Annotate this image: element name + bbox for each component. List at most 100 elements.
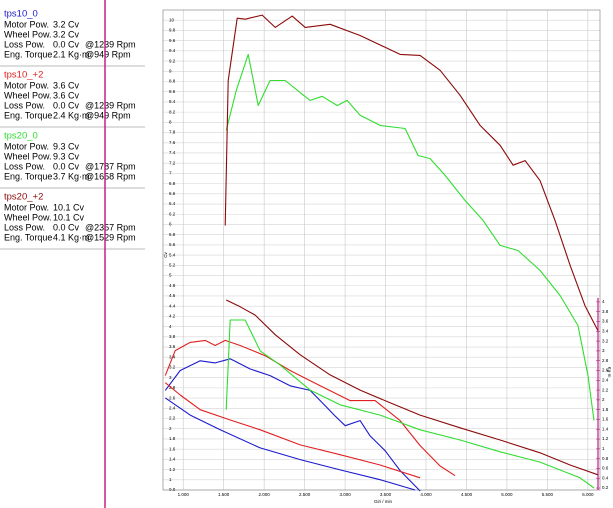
torque-curve [164, 397, 416, 491]
y2-tick-label: 1.4 [602, 426, 609, 431]
stat-value: 3.6 Cv [53, 90, 80, 100]
y2-tick-label: 3 [602, 348, 605, 353]
y-axis-title: Cv [163, 252, 168, 258]
y-tick-label: 9 [169, 68, 172, 73]
stat-label: Motor Pow. [4, 141, 49, 151]
y-tick-label: 5.2 [169, 263, 176, 268]
stat-label: Motor Pow. [4, 202, 49, 212]
y-tick-label: 7.4 [169, 150, 176, 155]
y2-tick-label: 0.4 [602, 475, 609, 480]
y-tick-label: 6 [169, 222, 172, 227]
stat-label: Wheel Pow. [4, 151, 52, 161]
stat-label: Eng. Torque [4, 110, 52, 120]
y-tick-label: 9.6 [169, 38, 176, 43]
y2-tick-label: 1.6 [602, 417, 609, 422]
power-curve [224, 14, 599, 331]
y-tick-label: 9.2 [169, 58, 176, 63]
x-tick-label: 2.500 [299, 492, 311, 497]
power-curve [225, 53, 595, 421]
stat-label: Loss Pow. [4, 161, 45, 171]
y-tick-label: 9.4 [169, 48, 176, 53]
run-name: tps10_0 [4, 9, 38, 20]
y-tick-label: 2.6 [169, 395, 176, 400]
y-tick-label: 10 [169, 17, 175, 22]
y-tick-label: 7 [169, 171, 172, 176]
y-tick-label: 7.6 [169, 140, 176, 145]
plot-frame [162, 9, 601, 491]
stat-value: 3.2 Cv [53, 19, 80, 29]
stat-label: Eng. Torque [4, 232, 52, 242]
stat-rpm: @1239 Rpm [85, 39, 136, 49]
x-tick-label: 3.500 [380, 492, 392, 497]
stat-rpm: @1658 Rpm [85, 171, 136, 181]
stat-value: 4.1 Kg·m [53, 232, 90, 242]
torque-curve [225, 299, 599, 476]
stat-rpm: @1529 Rpm [85, 232, 136, 242]
y2-tick-label: 1 [602, 446, 605, 451]
torque-curve [225, 319, 595, 489]
y-tick-label: 5 [169, 273, 172, 278]
plot-area: 0.8 1 1.2 1.4 1.6 1.8 2 2.2 2.4 2.6 2.8 3 3.2 3.4 3.6 3… [162, 9, 612, 504]
y-tick-label: 9.8 [169, 28, 176, 33]
y2-tick-label: 2.8 [602, 358, 609, 363]
y-tick-label: 6.2 [169, 211, 176, 216]
y2-tick-label: 3.6 [602, 319, 609, 324]
y-tick-label: 8.6 [169, 89, 176, 94]
power-curve [164, 358, 421, 492]
run-name: tps20_0 [4, 131, 38, 142]
stat-label: Loss Pow. [4, 39, 45, 49]
y-tick-label: 4.6 [169, 293, 176, 298]
stat-value: 0.0 Cv [53, 39, 80, 49]
y2-tick-label: 0.6 [602, 466, 609, 471]
x-tick-label: 6.000 [582, 492, 594, 497]
y-tick-label: 8.4 [169, 99, 176, 104]
x-tick-label: 2.000 [259, 492, 271, 497]
stat-label: Loss Pow. [4, 222, 45, 232]
y-tick-label: 8.2 [169, 109, 176, 114]
x-tick-label: 1.000 [178, 492, 190, 497]
stat-rpm: @1787 Rpm [85, 161, 136, 171]
y-tick-label: 2.4 [169, 405, 176, 410]
y-tick-label: 1.8 [169, 436, 176, 441]
y2-axis-title: Kg·m [607, 367, 612, 378]
x-tick-label: 4.500 [461, 492, 473, 497]
y-tick-label: 6.8 [169, 181, 176, 186]
y2-tick-label: 2 [602, 397, 605, 402]
x-tick-label: 3.000 [339, 492, 351, 497]
y-tick-label: 7.2 [169, 160, 176, 165]
y-tick-label: 6.4 [169, 201, 176, 206]
stat-label: Wheel Pow. [4, 90, 52, 100]
y-tick-label: 6.6 [169, 191, 176, 196]
stat-rpm: @949 Rpm [85, 49, 131, 59]
stat-label: Wheel Pow. [4, 29, 52, 39]
y2-tick-label: 4 [602, 299, 605, 304]
y-tick-label: 3.2 [169, 365, 176, 370]
y-tick-label: 8 [169, 120, 172, 125]
run-name: tps20_+2 [4, 192, 43, 203]
stat-label: Wheel Pow. [4, 212, 52, 222]
y2-tick-label: 1.2 [602, 436, 609, 441]
y-tick-label: 1 [169, 477, 172, 482]
stat-label: Eng. Torque [4, 49, 52, 59]
y-tick-label: 3.6 [169, 344, 176, 349]
stat-value: 9.3 Cv [53, 141, 80, 151]
y-tick-label: 2.8 [169, 385, 176, 390]
y-tick-label: 7.8 [169, 130, 176, 135]
y2-tick-label: 3.4 [602, 328, 609, 333]
y2-tick-label: 3.8 [602, 309, 609, 314]
stat-rpm: @949 Rpm [85, 110, 131, 120]
y-tick-label: 4.2 [169, 314, 176, 319]
stat-rpm: @2357 Rpm [85, 222, 136, 232]
stat-value: 2.4 Kg·m [53, 110, 90, 120]
stat-value: 3.6 Cv [53, 80, 80, 90]
stat-value: 0.0 Cv [53, 100, 80, 110]
stat-value: 0.0 Cv [53, 161, 80, 171]
stat-rpm: @1239 Rpm [85, 100, 136, 110]
y-tick-label: 8.8 [169, 79, 176, 84]
stat-value: 9.3 Cv [53, 151, 80, 161]
y-tick-label: 3 [169, 375, 172, 380]
stat-value: 10.1 Cv [53, 202, 85, 212]
y2-tick-label: 0.8 [602, 456, 609, 461]
